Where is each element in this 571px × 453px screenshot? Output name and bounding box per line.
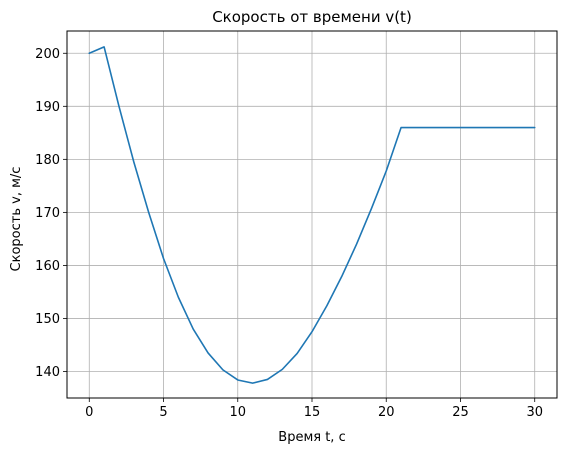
series-layer: [88, 46, 536, 384]
series-line: [88, 46, 536, 384]
y-tick-label: 200: [35, 47, 60, 62]
y-tick-label: 150: [35, 312, 60, 327]
x-axis-title: Время t, с: [278, 430, 345, 445]
ticks: 0 5 10 15 20 25 30 140 150 160 170 180 190 200: [35, 47, 543, 420]
x-tick-label: 15: [304, 405, 321, 420]
x-tick-label: 10: [229, 405, 246, 420]
y-tick-label: 140: [35, 365, 60, 380]
y-tick-label: 160: [35, 259, 60, 274]
x-tick-label: 20: [378, 405, 395, 420]
y-tick-label: 180: [35, 153, 60, 168]
x-tick-label: 25: [452, 405, 469, 420]
x-tick-label: 0: [85, 405, 93, 420]
y-tick-label: 170: [35, 206, 60, 221]
x-tick-label: 30: [526, 405, 543, 420]
x-tick-label: 5: [159, 405, 167, 420]
chart-title: Скорость от времени v(t): [212, 8, 412, 26]
y-tick-label: 190: [35, 100, 60, 115]
y-axis-title: Скорость v, м/с: [9, 167, 24, 272]
